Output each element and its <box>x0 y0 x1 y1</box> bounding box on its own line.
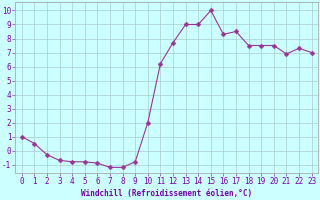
X-axis label: Windchill (Refroidissement éolien,°C): Windchill (Refroidissement éolien,°C) <box>81 189 252 198</box>
